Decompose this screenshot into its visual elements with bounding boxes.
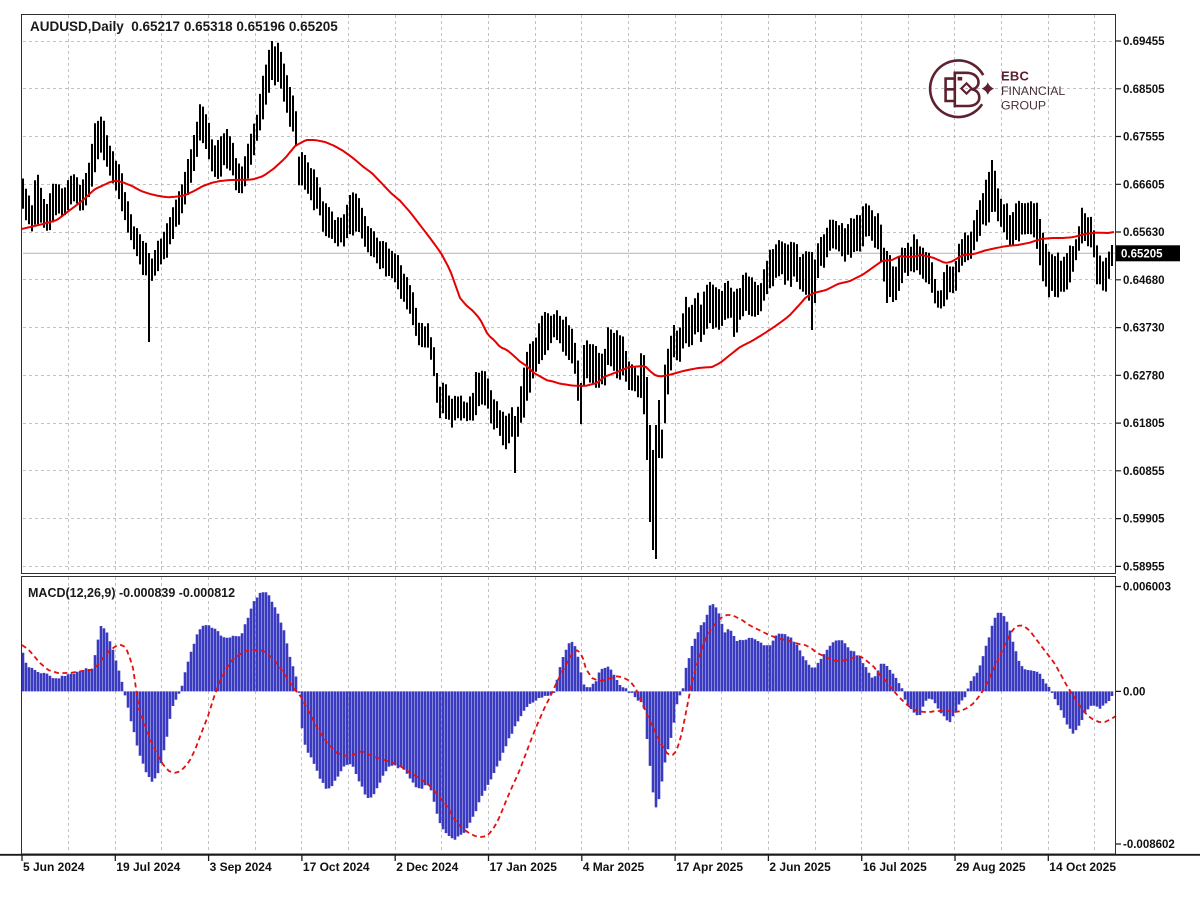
svg-text:19 Jul 2024: 19 Jul 2024 xyxy=(116,860,180,874)
svg-text:0.62780: 0.62780 xyxy=(1123,370,1165,382)
svg-text:MACD(12,26,9) -0.000839 -0.000: MACD(12,26,9) -0.000839 -0.000812 xyxy=(28,586,235,600)
svg-text:0.68505: 0.68505 xyxy=(1123,84,1165,96)
svg-text:0.66605: 0.66605 xyxy=(1123,179,1165,191)
svg-text:-0.008602: -0.008602 xyxy=(1123,839,1175,851)
svg-text:0.60855: 0.60855 xyxy=(1123,466,1165,478)
svg-text:14 Oct 2025: 14 Oct 2025 xyxy=(1049,860,1116,874)
svg-text:FINANCIAL: FINANCIAL xyxy=(1001,84,1065,98)
svg-text:AUDUSD,Daily 0.65217 0.65318: AUDUSD,Daily 0.65217 0.65318 0.65196 0.6… xyxy=(30,19,338,34)
svg-text:0.63730: 0.63730 xyxy=(1123,323,1165,335)
svg-text:0.00: 0.00 xyxy=(1123,686,1145,698)
svg-text:0.61805: 0.61805 xyxy=(1123,418,1165,430)
svg-text:17 Oct 2024: 17 Oct 2024 xyxy=(303,860,370,874)
svg-text:EBC: EBC xyxy=(1001,69,1029,84)
svg-text:0.58955: 0.58955 xyxy=(1123,561,1165,573)
svg-text:2 Jun 2025: 2 Jun 2025 xyxy=(769,860,831,874)
svg-text:0.69455: 0.69455 xyxy=(1123,36,1165,48)
svg-text:0.006003: 0.006003 xyxy=(1123,582,1171,594)
svg-text:0.67555: 0.67555 xyxy=(1123,132,1165,144)
svg-text:5 Jun 2024: 5 Jun 2024 xyxy=(23,860,85,874)
svg-text:GROUP: GROUP xyxy=(1001,99,1046,113)
svg-text:3 Sep 2024: 3 Sep 2024 xyxy=(210,860,272,874)
svg-text:29 Aug 2025: 29 Aug 2025 xyxy=(956,860,1026,874)
svg-text:17 Apr 2025: 17 Apr 2025 xyxy=(676,860,743,874)
svg-text:0.59905: 0.59905 xyxy=(1123,514,1165,526)
svg-text:4 Mar 2025: 4 Mar 2025 xyxy=(583,860,645,874)
svg-text:16 Jul 2025: 16 Jul 2025 xyxy=(863,860,927,874)
svg-text:0.65205: 0.65205 xyxy=(1121,249,1163,261)
svg-text:0.65630: 0.65630 xyxy=(1123,227,1165,239)
svg-text:2 Dec 2024: 2 Dec 2024 xyxy=(396,860,458,874)
svg-text:0.64680: 0.64680 xyxy=(1123,275,1165,287)
svg-text:17 Jan 2025: 17 Jan 2025 xyxy=(490,860,558,874)
